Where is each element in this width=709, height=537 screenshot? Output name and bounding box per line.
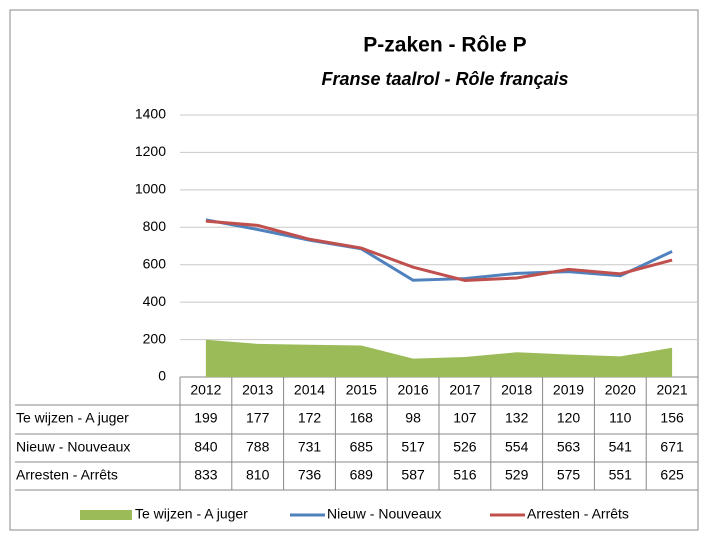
x-tick-label: 2013 [242, 382, 273, 398]
x-tick-label: 2018 [501, 382, 532, 398]
table-cell: 98 [405, 410, 421, 426]
y-tick-label: 800 [143, 218, 167, 234]
table-cell: 625 [660, 467, 684, 483]
x-tick-label: 2012 [190, 382, 221, 398]
y-tick-label: 1400 [135, 106, 166, 122]
table-cell: 120 [557, 410, 581, 426]
table-row-label: Te wijzen - A juger [16, 410, 129, 426]
table-cell: 736 [298, 467, 322, 483]
table-cell: 199 [194, 410, 218, 426]
table-cell: 529 [505, 467, 529, 483]
table-cell: 563 [557, 439, 581, 455]
table-cell: 575 [557, 467, 581, 483]
table-cell: 526 [453, 439, 477, 455]
area [205, 339, 673, 377]
table-cell: 516 [453, 467, 477, 483]
legend-label: Nieuw - Nouveaux [327, 506, 441, 522]
x-tick-label: 2016 [398, 382, 429, 398]
table-row-label: Nieuw - Nouveaux [16, 439, 130, 455]
table-cell: 177 [246, 410, 270, 426]
table-cell: 107 [453, 410, 477, 426]
table-cell: 689 [350, 467, 374, 483]
x-tick-label: 2014 [294, 382, 325, 398]
legend-swatch [80, 510, 132, 520]
table-cell: 156 [660, 410, 684, 426]
y-tick-label: 1200 [135, 143, 166, 159]
table-cell: 671 [660, 439, 684, 455]
x-tick-label: 2019 [553, 382, 584, 398]
x-tick-label: 2021 [657, 382, 688, 398]
x-tick-label: 2020 [605, 382, 636, 398]
table-row-label: Arresten - Arrêts [16, 467, 118, 483]
table-cell: 541 [609, 439, 633, 455]
table-cell: 168 [350, 410, 374, 426]
table-cell: 788 [246, 439, 270, 455]
table-cell: 517 [401, 439, 425, 455]
table-cell: 810 [246, 467, 270, 483]
line [205, 218, 673, 282]
legend-label: Te wijzen - A juger [135, 506, 248, 522]
table-cell: 110 [609, 410, 632, 426]
y-tick-label: 400 [143, 293, 167, 309]
table-cell: 833 [194, 467, 218, 483]
y-tick-label: 200 [143, 330, 167, 346]
table-cell: 840 [194, 439, 218, 455]
table-cell: 554 [505, 439, 529, 455]
chart-title: P-zaken - Rôle P [363, 34, 526, 57]
table-cell: 685 [350, 439, 374, 455]
x-tick-label: 2017 [449, 382, 480, 398]
y-tick-label: 1000 [135, 181, 166, 197]
table-cell: 587 [401, 467, 425, 483]
table-cell: 172 [298, 410, 322, 426]
chart-subtitle: Franse taalrol - Rôle français [321, 69, 568, 89]
legend-label: Arresten - Arrêts [527, 506, 629, 522]
table-cell: 132 [505, 410, 529, 426]
line [205, 219, 673, 282]
y-tick-label: 0 [158, 368, 166, 384]
table-cell: 731 [298, 439, 322, 455]
table-cell: 551 [609, 467, 633, 483]
x-tick-label: 2015 [346, 382, 377, 398]
y-tick-label: 600 [143, 255, 167, 271]
